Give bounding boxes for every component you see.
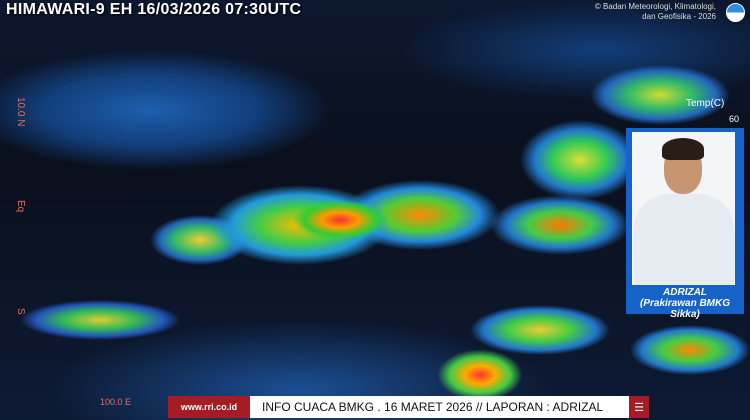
credit-line-1: © Badan Meteorologi, Klimatologi, bbox=[594, 2, 716, 11]
bmkg-logo bbox=[726, 3, 745, 22]
presenter-role: (Prakirawan BMKG Sikka) bbox=[639, 298, 731, 320]
presenter-name: ADRIZAL bbox=[663, 287, 707, 298]
site-link[interactable]: www.rri.co.id bbox=[168, 396, 250, 418]
menu-icon[interactable]: ☰ bbox=[629, 396, 649, 418]
image-title: HIMAWARI-9 EH 16/03/2026 07:30UTC bbox=[6, 1, 302, 18]
legend-value: 60 bbox=[729, 114, 740, 124]
lat-label-south: S bbox=[15, 308, 26, 315]
credit-line-2: dan Geofisika - 2026 bbox=[642, 12, 716, 21]
credit-text: © Badan Meteorologi, Klimatologi, dan Geo… bbox=[595, 2, 716, 22]
news-ticker: www.rri.co.id INFO CUACA BMKG . 16 MARET… bbox=[168, 396, 649, 418]
ticker-text: INFO CUACA BMKG . 16 MARET 2026 // LAPOR… bbox=[250, 396, 629, 418]
presenter-card: ADRIZAL (Prakirawan BMKG Sikka) bbox=[626, 128, 744, 320]
presenter-photo bbox=[632, 132, 735, 285]
lat-label-north: 10.0 N bbox=[15, 97, 26, 127]
lon-label: 100.0 E bbox=[100, 397, 132, 407]
legend-title: Temp(C) bbox=[686, 98, 725, 109]
lat-label-equator: Eq bbox=[15, 200, 26, 213]
